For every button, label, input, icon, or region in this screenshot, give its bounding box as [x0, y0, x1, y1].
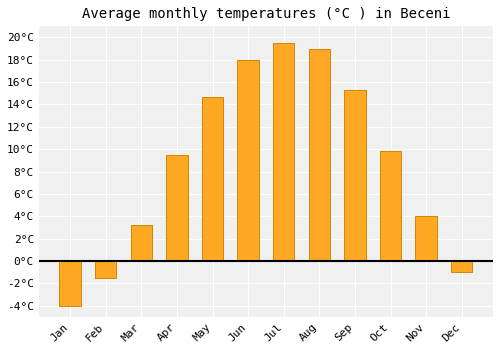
Bar — [166, 155, 188, 261]
Bar — [416, 216, 437, 261]
Bar — [95, 261, 116, 278]
Title: Average monthly temperatures (°C ) in Beceni: Average monthly temperatures (°C ) in Be… — [82, 7, 450, 21]
Bar — [238, 60, 259, 261]
Bar — [380, 152, 401, 261]
Bar — [273, 43, 294, 261]
Bar — [60, 261, 81, 306]
Bar — [130, 225, 152, 261]
Bar — [344, 90, 366, 261]
Bar — [202, 97, 223, 261]
Bar — [451, 261, 472, 272]
Bar — [308, 49, 330, 261]
